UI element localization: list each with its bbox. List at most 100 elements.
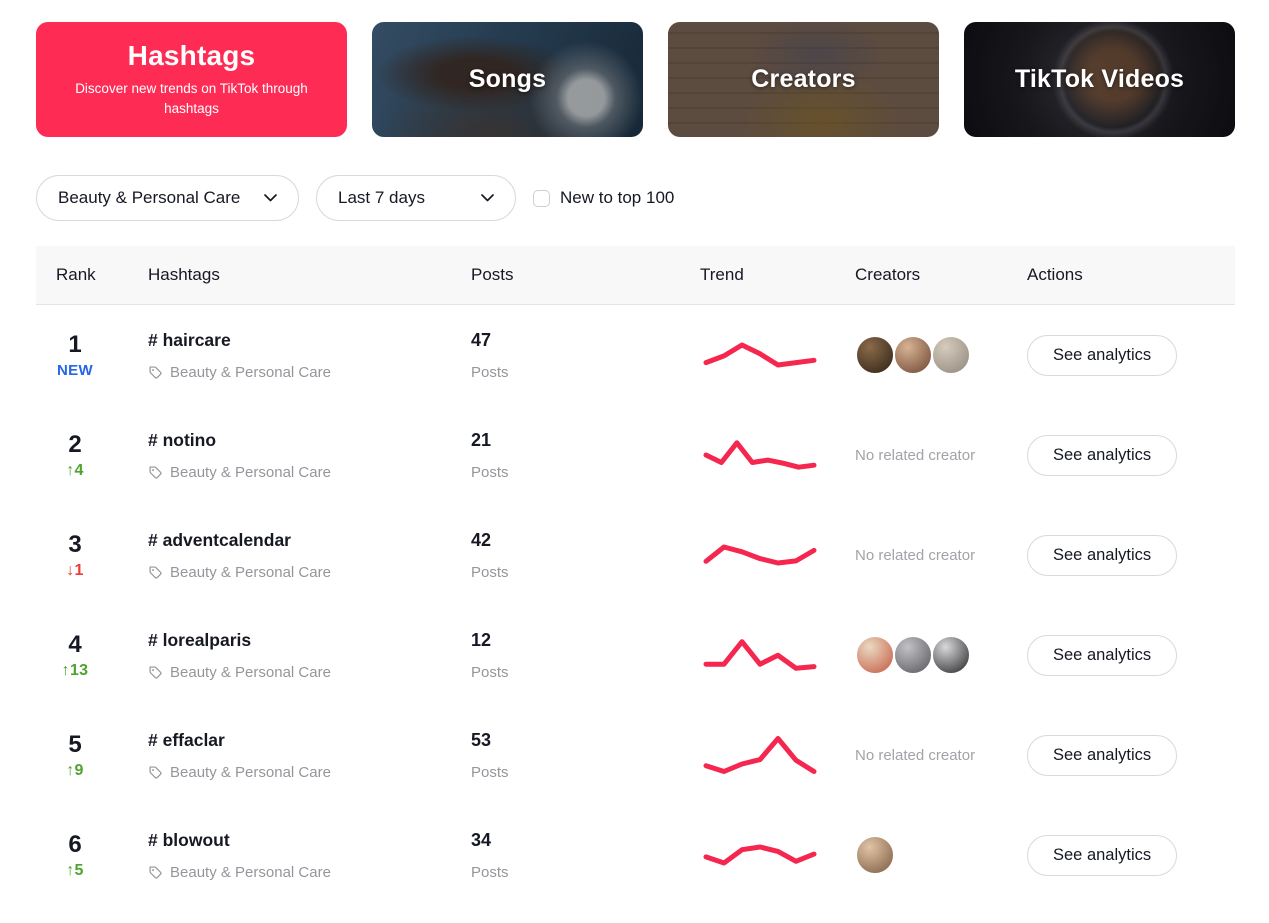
trend-cell [700, 730, 855, 780]
hashtag-category: Beauty & Personal Care [170, 463, 331, 481]
see-analytics-button[interactable]: See analytics [1027, 734, 1178, 776]
period-dropdown-value: Last 7 days [338, 188, 425, 207]
creators-cell [855, 335, 1027, 375]
table-row: 5 ↑9 # effaclar Beauty & Personal Care 5… [36, 705, 1235, 805]
posts-label: Posts [471, 663, 509, 681]
rank-change: ↑13 [61, 661, 89, 679]
rank-change: ↓1 [66, 561, 84, 579]
no-creator-label: No related creator [855, 546, 976, 564]
new-to-top-100-filter[interactable]: New to top 100 [533, 188, 674, 208]
posts-count: 12 [471, 629, 492, 650]
trend-sparkline [703, 736, 817, 774]
creator-avatar[interactable] [893, 335, 933, 375]
tag-icon [149, 665, 162, 679]
posts-label: Posts [471, 363, 509, 381]
actions-cell: See analytics [1027, 634, 1235, 676]
hashtag-name[interactable]: # effaclar [148, 729, 225, 750]
trend-cell [700, 330, 855, 380]
table-row: 2 ↑4 # notino Beauty & Personal Care 21 … [36, 405, 1235, 505]
creator-avatar[interactable] [855, 335, 895, 375]
see-analytics-button[interactable]: See analytics [1027, 634, 1178, 676]
hashtag-cell: # haircare Beauty & Personal Care [148, 330, 471, 381]
tab-songs[interactable]: Songs [372, 22, 643, 137]
see-analytics-button[interactable]: See analytics [1027, 834, 1178, 876]
tag-icon [149, 465, 162, 479]
posts-count: 53 [471, 729, 492, 750]
column-header-posts: Posts [471, 265, 514, 284]
see-analytics-button[interactable]: See analytics [1027, 334, 1178, 376]
no-creator-label: No related creator [855, 446, 976, 464]
hashtag-name[interactable]: # adventcalendar [148, 529, 291, 550]
hashtag-category-row: Beauty & Personal Care [148, 564, 471, 581]
tag-icon [149, 365, 162, 379]
rank-number: 4 [68, 630, 82, 658]
category-dropdown-value: Beauty & Personal Care [58, 188, 241, 207]
category-dropdown[interactable]: Beauty & Personal Care [36, 175, 299, 221]
hashtag-category: Beauty & Personal Care [170, 863, 331, 881]
posts-count: 34 [471, 829, 492, 850]
hashtag-category: Beauty & Personal Care [170, 363, 331, 381]
actions-cell: See analytics [1027, 834, 1235, 876]
tab-hashtags[interactable]: Hashtags Discover new trends on TikTok t… [36, 22, 347, 137]
posts-cell: 42 Posts [471, 530, 700, 581]
rank-change: NEW [57, 362, 93, 379]
creator-avatar[interactable] [893, 635, 933, 675]
new-to-top-100-checkbox[interactable] [533, 189, 550, 207]
posts-cell: 21 Posts [471, 430, 700, 481]
hashtag-name[interactable]: # lorealparis [148, 629, 252, 650]
hashtag-name[interactable]: # blowout [148, 829, 230, 850]
hashtag-cell: # lorealparis Beauty & Personal Care [148, 630, 471, 681]
rank-cell: 2 ↑4 [36, 431, 148, 480]
see-analytics-button[interactable]: See analytics [1027, 534, 1178, 576]
hashtag-category: Beauty & Personal Care [170, 763, 331, 781]
hashtag-category: Beauty & Personal Care [170, 663, 331, 681]
table-body: 1 NEW # haircare Beauty & Personal Care … [36, 305, 1235, 905]
posts-count: 47 [471, 329, 492, 350]
creators-cell: No related creator [855, 447, 1027, 464]
creator-avatar[interactable] [931, 635, 971, 675]
hashtag-cell: # blowout Beauty & Personal Care [148, 830, 471, 881]
new-to-top-100-label: New to top 100 [560, 188, 675, 207]
rank-cell: 3 ↓1 [36, 531, 148, 580]
posts-cell: 47 Posts [471, 330, 700, 381]
actions-cell: See analytics [1027, 534, 1235, 576]
table-header: Rank Hashtags Posts Trend Creators Actio… [36, 246, 1235, 305]
posts-label: Posts [471, 563, 509, 581]
hashtags-table: Rank Hashtags Posts Trend Creators Actio… [36, 246, 1235, 905]
hashtag-category: Beauty & Personal Care [170, 563, 331, 581]
rank-change: ↑9 [66, 761, 84, 779]
actions-cell: See analytics [1027, 334, 1235, 376]
chevron-down-icon [264, 194, 277, 202]
actions-cell: See analytics [1027, 734, 1235, 776]
hashtag-category-row: Beauty & Personal Care [148, 764, 471, 781]
trend-sparkline [703, 639, 817, 671]
posts-label: Posts [471, 763, 509, 781]
rank-cell: 4 ↑13 [36, 631, 148, 680]
see-analytics-button[interactable]: See analytics [1027, 434, 1178, 476]
creators-cell: No related creator [855, 747, 1027, 764]
rank-cell: 1 NEW [36, 331, 148, 379]
actions-cell: See analytics [1027, 434, 1235, 476]
hashtag-name[interactable]: # haircare [148, 329, 231, 350]
table-row: 1 NEW # haircare Beauty & Personal Care … [36, 305, 1235, 405]
trend-type-tabs: Hashtags Discover new trends on TikTok t… [36, 22, 1235, 137]
hashtag-category-row: Beauty & Personal Care [148, 864, 471, 881]
hashtag-cell: # effaclar Beauty & Personal Care [148, 730, 471, 781]
hashtag-name[interactable]: # notino [148, 429, 217, 450]
tab-creators[interactable]: Creators [668, 22, 939, 137]
period-dropdown[interactable]: Last 7 days [316, 175, 516, 221]
trend-cell [700, 630, 855, 680]
tab-tiktok-videos[interactable]: TikTok Videos [964, 22, 1235, 137]
tab-tiktok-videos-title: TikTok Videos [1014, 65, 1185, 93]
creator-avatar[interactable] [931, 335, 971, 375]
column-header-actions: Actions [1027, 265, 1083, 284]
trend-cell [700, 830, 855, 880]
posts-cell: 12 Posts [471, 630, 700, 681]
creators-cell: No related creator [855, 547, 1027, 564]
trend-sparkline [703, 544, 817, 566]
creators-cell [855, 635, 1027, 675]
tab-hashtags-title: Hashtags [127, 39, 256, 71]
tag-icon [149, 865, 162, 879]
creator-avatar[interactable] [855, 835, 895, 875]
creator-avatar[interactable] [855, 635, 895, 675]
